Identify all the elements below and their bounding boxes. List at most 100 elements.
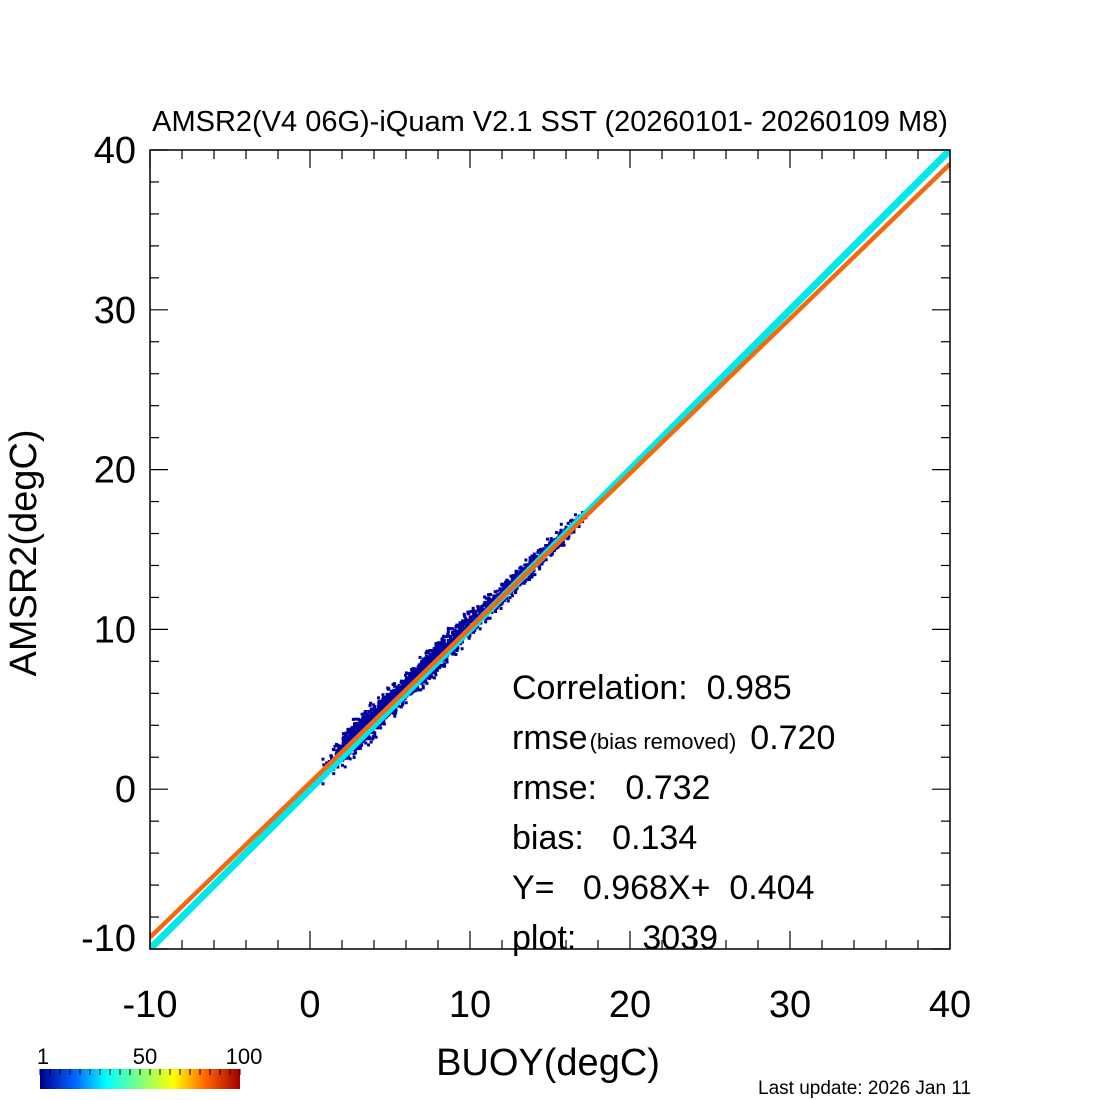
scatter-point bbox=[561, 540, 565, 544]
scatter-point bbox=[374, 735, 378, 739]
scatter-point bbox=[392, 688, 396, 692]
scatter-point bbox=[351, 717, 355, 721]
scatter-point bbox=[440, 663, 444, 667]
scatter-point bbox=[530, 572, 534, 576]
scatter-point bbox=[463, 614, 467, 618]
scatter-point bbox=[380, 703, 384, 707]
scatter-point bbox=[536, 549, 540, 553]
scatter-point bbox=[453, 629, 457, 633]
scatter-point bbox=[559, 528, 563, 532]
scatter-point bbox=[402, 687, 406, 691]
scatter-point bbox=[418, 655, 422, 659]
scatter-point bbox=[454, 632, 458, 636]
scatter-point bbox=[417, 665, 421, 669]
scatter-point bbox=[413, 667, 417, 671]
scatter-point bbox=[419, 688, 423, 692]
scatter-point bbox=[352, 723, 356, 727]
scatter-point bbox=[468, 633, 472, 637]
scatter-point bbox=[420, 660, 424, 664]
scatter-point bbox=[344, 738, 348, 742]
scatter-point bbox=[321, 757, 325, 761]
scatter-point bbox=[354, 717, 358, 721]
scatter-point bbox=[344, 740, 348, 744]
scatter-point bbox=[331, 747, 335, 751]
scatter-point bbox=[430, 649, 434, 653]
scatter-point bbox=[434, 673, 438, 677]
scatter-point bbox=[435, 668, 439, 672]
scatter-point bbox=[530, 554, 534, 558]
scatter-point bbox=[403, 679, 407, 683]
scatter-point bbox=[554, 531, 558, 535]
scatter-point bbox=[401, 700, 405, 704]
scatter-point bbox=[386, 686, 390, 690]
scatter-point bbox=[369, 701, 373, 705]
scatter-point bbox=[519, 569, 523, 573]
scatter-point bbox=[415, 669, 419, 673]
scatter-point bbox=[373, 708, 377, 712]
scatter-point bbox=[357, 745, 361, 749]
scatter-point bbox=[570, 518, 574, 522]
scatter-point bbox=[421, 684, 425, 688]
scatter-point bbox=[414, 672, 418, 676]
scatter-point bbox=[404, 682, 408, 686]
scatter-point bbox=[462, 612, 466, 616]
scatter-point bbox=[424, 665, 428, 669]
scatter-point bbox=[522, 567, 526, 571]
scatter-point bbox=[389, 700, 393, 704]
scatter-point bbox=[370, 716, 374, 720]
scatter-point bbox=[472, 618, 476, 622]
scatter-point bbox=[421, 686, 425, 690]
scatter-point bbox=[363, 723, 367, 727]
scatter-point bbox=[374, 708, 378, 712]
scatter-point bbox=[453, 635, 457, 639]
scatter-point bbox=[361, 721, 365, 725]
scatter-point bbox=[400, 679, 404, 683]
scatter-point bbox=[357, 729, 361, 733]
scatter-point bbox=[401, 681, 405, 685]
scatter-point bbox=[470, 610, 474, 614]
scatter-point bbox=[467, 612, 471, 616]
scatter-point bbox=[426, 660, 430, 664]
scatter-point bbox=[446, 629, 450, 633]
scatter-point bbox=[540, 550, 544, 554]
scatter-point bbox=[379, 726, 383, 730]
scatter-point bbox=[333, 744, 337, 748]
scatter-point bbox=[504, 585, 508, 589]
scatter-point bbox=[491, 598, 495, 602]
scatter-point bbox=[354, 751, 358, 755]
scatter-point bbox=[457, 626, 461, 630]
scatter-point bbox=[432, 653, 436, 657]
scatter-point bbox=[373, 732, 377, 736]
scatter-point bbox=[365, 720, 369, 724]
scatter-point bbox=[479, 611, 483, 615]
scatter-point bbox=[484, 620, 488, 624]
scatter-point bbox=[478, 627, 482, 631]
scatter-point bbox=[393, 682, 397, 686]
scatter-point bbox=[523, 578, 527, 582]
scatter-point bbox=[353, 730, 357, 734]
scatter-point bbox=[451, 627, 455, 631]
scatter-point bbox=[393, 694, 397, 698]
scatter-point bbox=[495, 593, 499, 597]
scatter-point bbox=[382, 698, 386, 702]
scatter-point bbox=[393, 684, 397, 688]
y-tick-label: 30 bbox=[94, 290, 136, 332]
scatter-point bbox=[411, 675, 415, 679]
scatter-point bbox=[458, 628, 462, 632]
scatter-point bbox=[442, 642, 446, 646]
scatter-point bbox=[451, 651, 455, 655]
scatter-point bbox=[481, 604, 485, 608]
stat-rmse-br-sub: (bias removed) bbox=[590, 729, 737, 754]
scatter-point bbox=[391, 682, 395, 686]
scatter-point bbox=[355, 730, 359, 734]
scatter-point bbox=[335, 742, 339, 746]
scatter-point bbox=[423, 678, 427, 682]
scatter-point bbox=[337, 746, 341, 750]
scatter-point bbox=[501, 582, 505, 586]
scatter-point bbox=[550, 539, 554, 543]
scatter-point bbox=[515, 569, 519, 573]
scatter-point bbox=[395, 687, 399, 691]
scatter-point bbox=[385, 692, 389, 696]
scatter-point bbox=[461, 621, 465, 625]
